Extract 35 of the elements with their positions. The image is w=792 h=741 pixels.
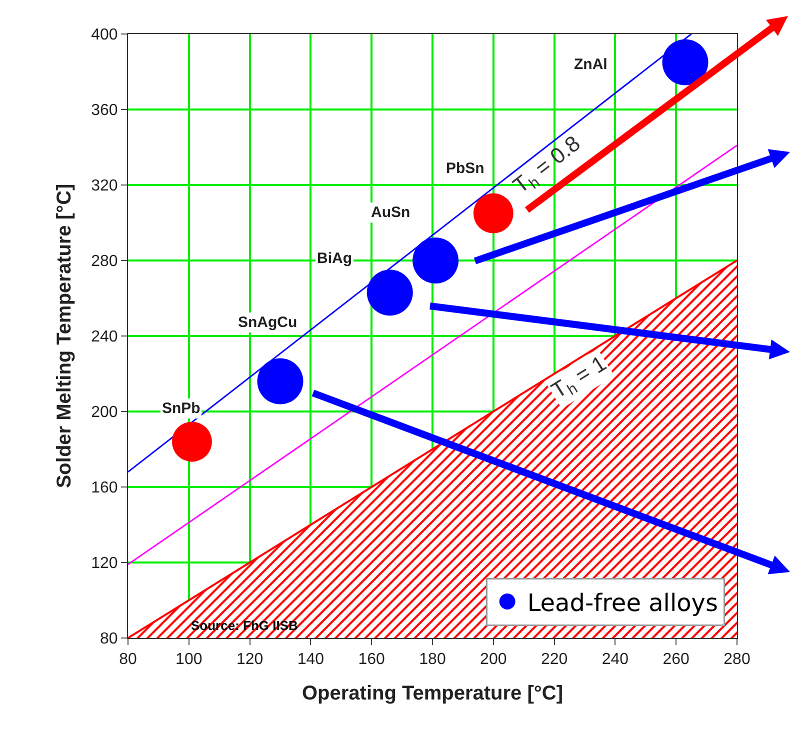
y-tick-label: 120 — [91, 555, 118, 572]
x-tick-label: 100 — [176, 651, 202, 668]
annotation: AuSn — [371, 204, 410, 221]
point — [366, 270, 413, 316]
point — [412, 238, 459, 284]
x-tick-label: 140 — [297, 651, 324, 668]
x-tick-label: 160 — [358, 651, 386, 668]
y-tick-label: 360 — [91, 102, 118, 120]
x-tick-label: 180 — [419, 651, 446, 668]
annotation: BiAg — [317, 250, 352, 267]
y-tick-label: 80 — [100, 630, 118, 648]
y-tick-label: 240 — [91, 328, 118, 346]
x-tick-label: 120 — [236, 651, 264, 668]
annotation: SnPb — [162, 400, 200, 417]
y-tick-label: 160 — [91, 480, 118, 497]
x-tick-label: 280 — [724, 651, 750, 668]
annotation: ZnAl — [574, 56, 608, 73]
point — [257, 358, 304, 404]
x-tick-label: 260 — [662, 651, 690, 668]
point — [172, 422, 212, 462]
y-tick-label: 320 — [91, 178, 118, 195]
x-tick-label: 80 — [119, 651, 137, 668]
legend-label: Lead-free alloys — [527, 588, 718, 617]
x-axis-title: Operating Temperature [°C] — [302, 682, 563, 705]
annotation: PbSn — [446, 160, 484, 177]
annotation: SnAgCu — [238, 314, 298, 331]
y-axis-title: Solder Melting Temperature [°C] — [54, 184, 76, 488]
x-tick-label: 240 — [602, 651, 629, 668]
y-tick-label: 280 — [91, 253, 118, 270]
point — [473, 193, 514, 234]
y-tick-label: 200 — [91, 404, 118, 422]
point — [662, 39, 708, 86]
y-tick-label: 400 — [91, 26, 118, 44]
x-tick-label: 220 — [540, 651, 568, 668]
x-tick-label: 200 — [480, 651, 507, 668]
